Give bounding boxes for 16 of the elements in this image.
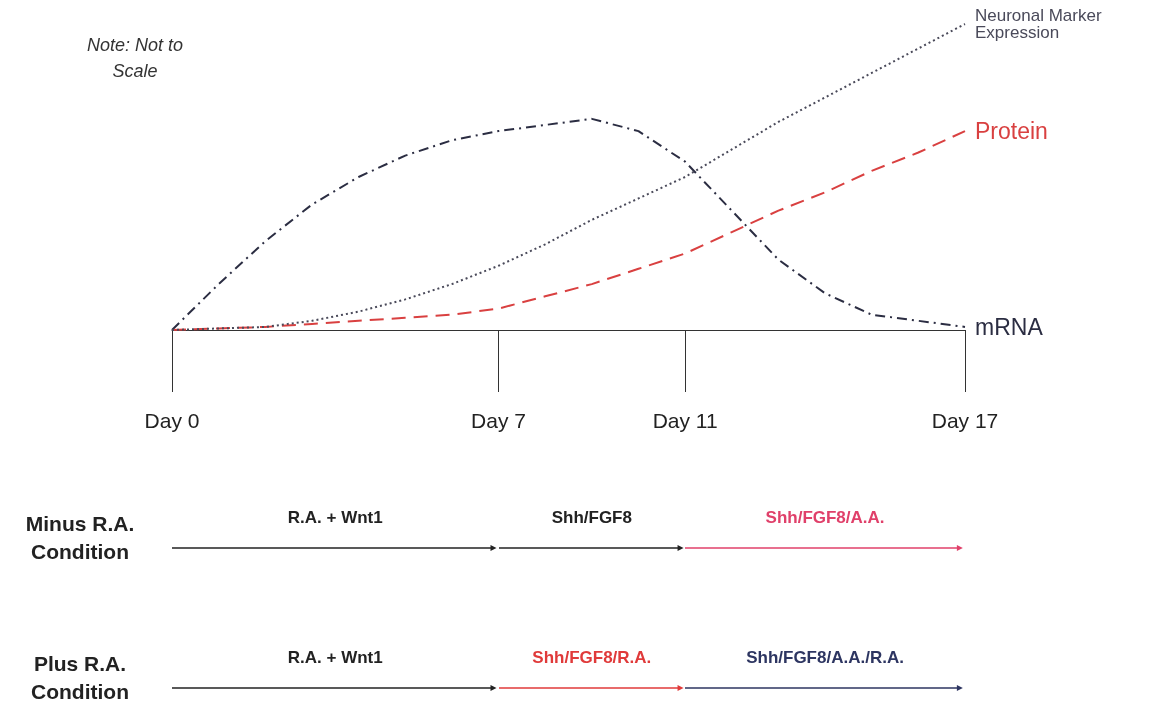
x-tick-label: Day 11	[652, 409, 718, 432]
x-tick-label: Day 0	[144, 409, 200, 432]
text: R.A. + Wnt1	[286, 508, 384, 528]
text: Shh/FGF8	[550, 508, 633, 528]
text: Shh/FGF8/A.A./R.A.	[745, 648, 905, 668]
series-label: mRNA	[975, 313, 1044, 340]
annotation: Note: Not to Scale	[85, 34, 184, 83]
text: Minus R.A. Condition	[24, 511, 136, 565]
text: Shh/FGF8/A.A.	[764, 508, 886, 528]
x-tick-label: Day 7	[471, 409, 526, 432]
series-label: Neuronal Marker Expression	[975, 6, 1107, 42]
text: Plus R.A. Condition	[30, 651, 130, 705]
text: R.A. + Wnt1	[286, 648, 384, 668]
series-label: Protein	[975, 118, 1048, 145]
x-tick-label: Day 17	[931, 409, 999, 432]
text: Shh/FGF8/R.A.	[531, 648, 653, 668]
